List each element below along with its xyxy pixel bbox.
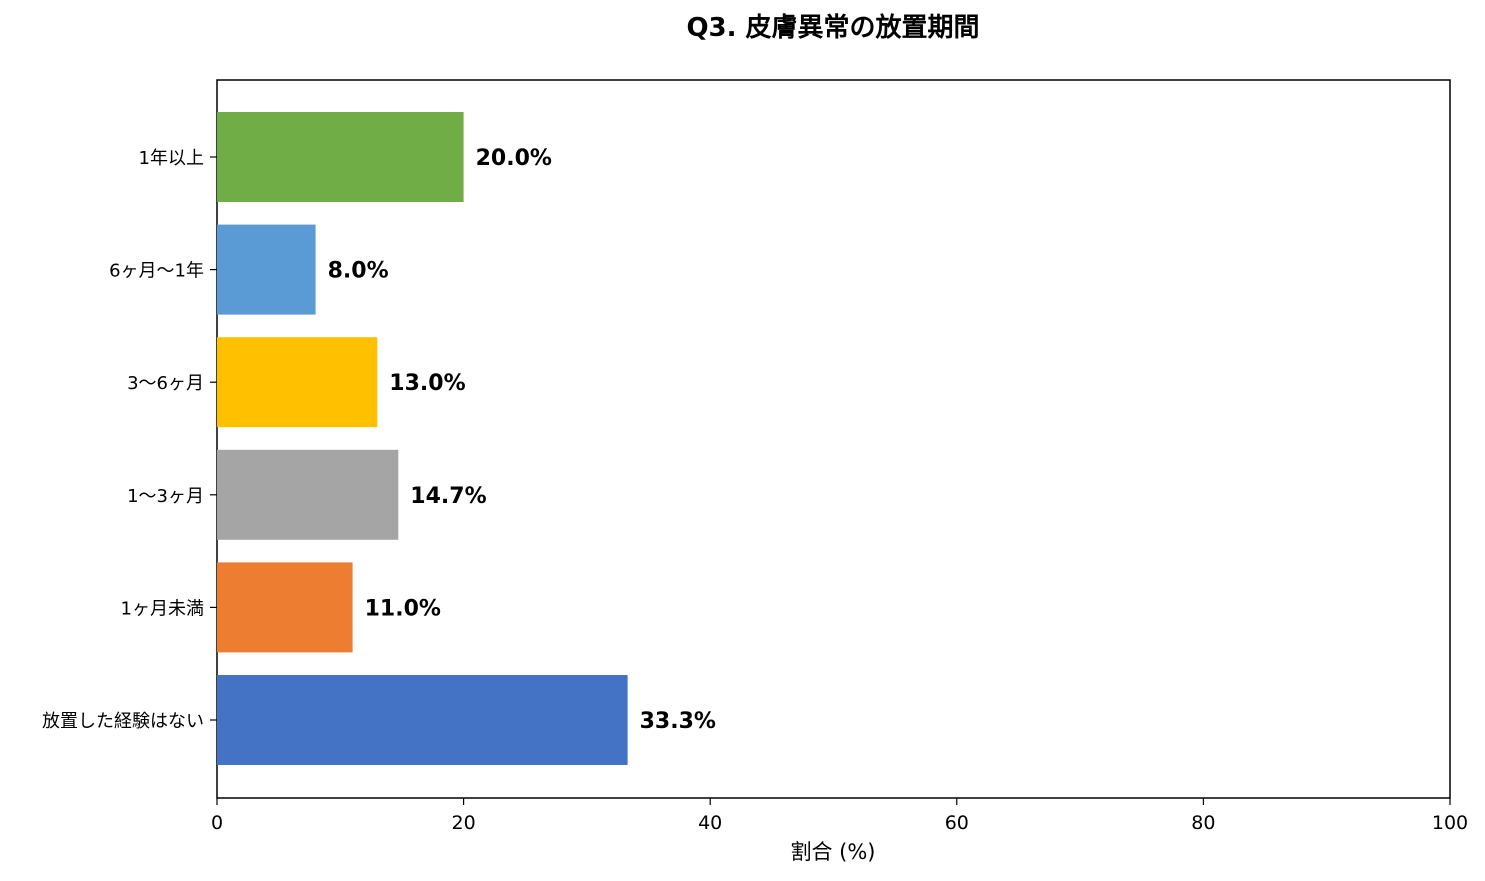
data-label: 13.0%	[389, 371, 465, 396]
data-label: 33.3%	[640, 709, 716, 734]
value-axis: 0 20 40 60 80 100	[211, 798, 1468, 834]
bar	[217, 675, 628, 765]
x-tick-label: 40	[698, 812, 722, 834]
data-label: 14.7%	[410, 484, 486, 509]
category-label: 放置した経験はない	[42, 711, 204, 732]
bar	[217, 337, 378, 428]
bar	[217, 112, 464, 202]
bar	[217, 449, 399, 540]
category-label: 3〜6ヶ月	[127, 373, 204, 394]
category-label: 1ヶ月未満	[121, 598, 204, 619]
x-tick-label: 0	[211, 812, 223, 834]
category-label: 6ヶ月〜1年	[109, 261, 204, 282]
bar	[217, 224, 316, 315]
x-tick-label: 20	[452, 812, 476, 834]
x-tick-label: 60	[945, 812, 969, 834]
chart-title: Q3. 皮膚異常の放置期間	[686, 12, 979, 43]
category-label: 1年以上	[139, 148, 204, 169]
bar	[217, 562, 353, 653]
data-label: 20.0%	[476, 146, 552, 171]
bars-layer: 20.0% 8.0% 13.0% 14.7% 11.0% 33.3%	[217, 112, 716, 765]
x-tick-label: 80	[1191, 812, 1215, 834]
x-axis-title: 割合 (%)	[790, 840, 875, 864]
category-label: 1〜3ヶ月	[127, 486, 204, 507]
data-label: 8.0%	[328, 259, 389, 284]
plot-frame	[216, 79, 1451, 799]
data-label: 11.0%	[365, 596, 441, 621]
x-tick-label: 100	[1432, 812, 1468, 834]
